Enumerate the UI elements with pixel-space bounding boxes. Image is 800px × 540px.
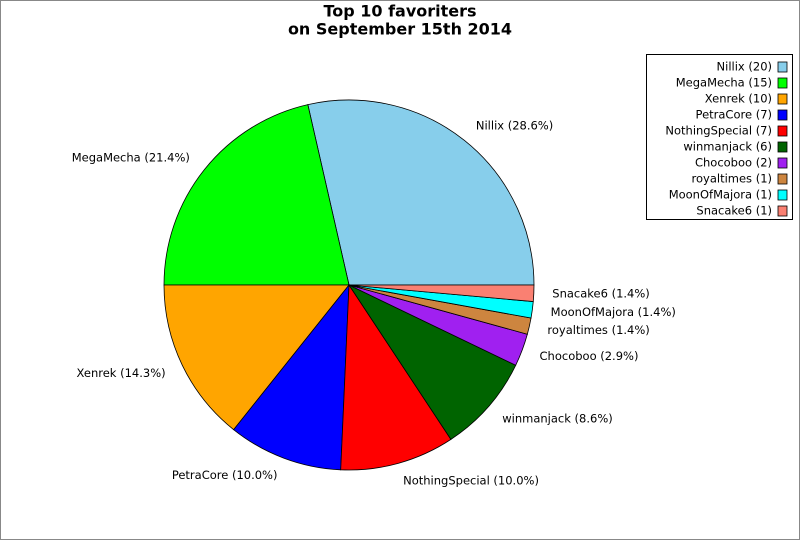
pie-slice	[163, 284, 350, 431]
legend-label: MegaMecha (15)	[676, 76, 772, 90]
legend-box	[646, 54, 793, 220]
legend-swatch	[777, 157, 788, 169]
slice-label: MoonOfMajora (1.4%)	[551, 305, 676, 319]
slice-label: Chocoboo (2.9%)	[540, 349, 639, 363]
slice-label: MegaMecha (21.4%)	[72, 151, 190, 165]
legend-swatch	[777, 109, 788, 121]
legend-label: winmanjack (6)	[683, 140, 772, 154]
slice-label: NothingSpecial (10.0%)	[403, 474, 539, 488]
slice-label: Snacake6 (1.4%)	[552, 287, 650, 301]
pie-slice	[307, 99, 535, 286]
pie-slice	[233, 283, 350, 471]
pie-slice	[347, 284, 517, 440]
legend-label: PetraCore (7)	[696, 108, 772, 122]
legend-swatch	[777, 77, 788, 89]
legend-label: MoonOfMajora (1)	[669, 188, 772, 202]
slice-label: royaltimes (1.4%)	[547, 323, 649, 337]
legend-label: Nillix (20)	[717, 60, 772, 74]
chart-subtitle: on September 15th 2014	[288, 20, 512, 39]
legend-label: royaltimes (1)	[692, 172, 772, 186]
legend-swatch	[777, 61, 788, 73]
legend-label: Snacake6 (1)	[696, 204, 772, 218]
legend-label: Xenrek (10)	[705, 92, 772, 106]
pie-slice	[163, 104, 350, 286]
legend-label: NothingSpecial (7)	[665, 124, 772, 138]
legend-swatch	[777, 173, 788, 185]
chart-title: Top 10 favoriters	[323, 2, 476, 21]
slice-label: Nillix (28.6%)	[476, 118, 553, 132]
slice-label: winmanjack (8.6%)	[502, 411, 612, 425]
legend-swatch	[777, 205, 788, 217]
slice-label: Xenrek (14.3%)	[77, 366, 166, 380]
legend-swatch	[777, 141, 788, 153]
pie-slice	[348, 284, 535, 303]
pie-slice	[340, 283, 452, 471]
legend-swatch	[777, 93, 788, 105]
legend-swatch	[777, 125, 788, 137]
slice-label: PetraCore (10.0%)	[172, 468, 278, 482]
legend-swatch	[777, 189, 788, 201]
legend-label: Chocoboo (2)	[695, 156, 772, 170]
